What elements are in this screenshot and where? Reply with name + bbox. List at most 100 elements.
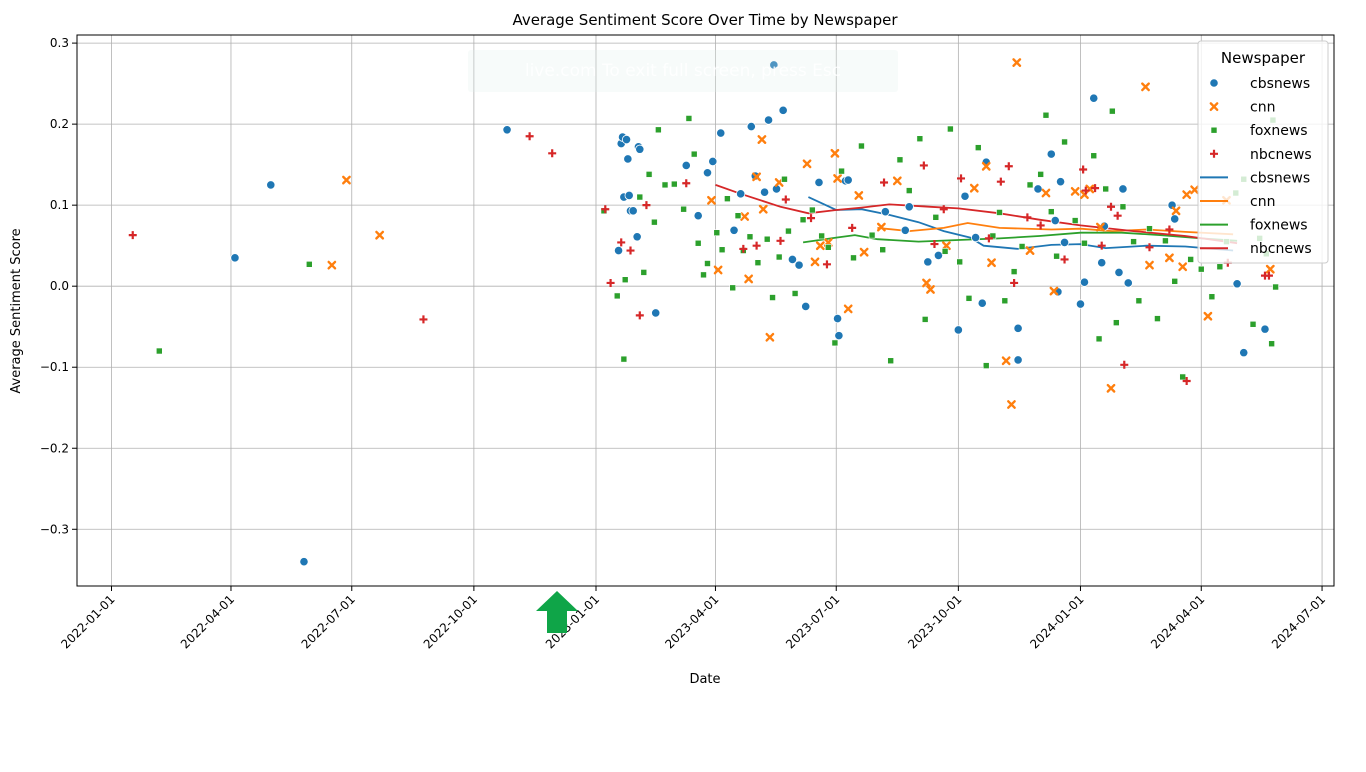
data-point-foxnews bbox=[1187, 256, 1194, 263]
data-point-cnn bbox=[1070, 186, 1080, 196]
legend-marker-nbcnews bbox=[1210, 149, 1218, 158]
data-point-cbsnews bbox=[628, 206, 638, 216]
data-point-cnn bbox=[327, 260, 337, 270]
data-point-cbsnews bbox=[759, 187, 770, 197]
data-point-cbsnews bbox=[1097, 258, 1107, 268]
data-point-nbcnews bbox=[601, 205, 610, 214]
data-point-cnn bbox=[342, 175, 351, 185]
data-point-nbcnews bbox=[1091, 184, 1100, 193]
data-point-cnn bbox=[1145, 260, 1154, 270]
data-point-nbcnews bbox=[781, 195, 790, 204]
data-point-cbsnews bbox=[1075, 299, 1086, 309]
data-point-cnn bbox=[981, 161, 991, 171]
data-point-nbcnews bbox=[739, 244, 748, 253]
data-point-foxnews bbox=[636, 193, 644, 201]
data-point-foxnews bbox=[831, 339, 839, 347]
data-point-cnn bbox=[765, 332, 775, 342]
data-point-nbcnews bbox=[807, 214, 816, 223]
data-point-foxnews bbox=[1154, 315, 1161, 322]
data-point-cnn bbox=[876, 222, 886, 232]
scatter-series-cbsnews bbox=[230, 60, 1270, 567]
data-point-nbcnews bbox=[642, 201, 651, 210]
y-tick-label: −0.3 bbox=[40, 522, 69, 536]
data-point-foxnews bbox=[1272, 283, 1279, 291]
data-point-foxnews bbox=[645, 171, 653, 178]
data-point-foxnews bbox=[1113, 319, 1120, 326]
data-point-nbcnews bbox=[617, 238, 626, 247]
data-point-foxnews bbox=[700, 271, 707, 279]
data-point-cbsnews bbox=[1013, 323, 1023, 333]
data-point-cnn bbox=[1190, 185, 1200, 195]
data-point-cnn bbox=[969, 183, 979, 193]
data-point-foxnews bbox=[1197, 265, 1205, 273]
data-point-nbcnews bbox=[880, 178, 889, 187]
data-point-nbcnews bbox=[939, 205, 948, 214]
data-point-foxnews bbox=[916, 135, 924, 143]
data-point-cbsnews bbox=[299, 557, 309, 567]
trend-line-cnn bbox=[877, 222, 1234, 236]
data-point-cbsnews bbox=[904, 202, 914, 212]
data-point-foxnews bbox=[775, 253, 783, 261]
data-point-cbsnews bbox=[681, 160, 691, 171]
data-point-nbcnews bbox=[1182, 376, 1191, 385]
data-point-cnn bbox=[1203, 311, 1213, 321]
data-point-cbsnews bbox=[635, 144, 645, 154]
data-point-nbcnews bbox=[419, 315, 428, 324]
data-point-foxnews bbox=[769, 294, 776, 301]
trend-line-foxnews bbox=[802, 231, 1238, 244]
data-point-cbsnews bbox=[769, 60, 779, 70]
data-point-foxnews bbox=[932, 214, 940, 221]
fullscreen-exit-toast: live.com To exit full screen, press Esc bbox=[468, 50, 898, 92]
data-point-cbsnews bbox=[960, 191, 970, 201]
data-point-cnn bbox=[926, 285, 935, 294]
data-point-cbsnews bbox=[1013, 355, 1023, 365]
data-point-foxnews bbox=[947, 125, 954, 133]
data-point-cbsnews bbox=[1055, 177, 1066, 187]
data-point-foxnews bbox=[763, 235, 771, 243]
data-point-cbsnews bbox=[621, 134, 632, 145]
data-point-nbcnews bbox=[930, 240, 939, 249]
data-point-foxnews bbox=[824, 243, 832, 251]
data-point-foxnews bbox=[600, 207, 608, 215]
data-point-cnn bbox=[744, 274, 754, 284]
data-point-foxnews bbox=[1095, 335, 1103, 343]
data-point-cbsnews bbox=[900, 225, 910, 235]
y-axis-label: Average Sentiment Score bbox=[9, 228, 24, 393]
data-point-cbsnews bbox=[613, 245, 624, 256]
y-tick-label: 0.3 bbox=[50, 36, 69, 50]
data-point-cnn bbox=[1001, 356, 1011, 366]
data-point-nbcnews bbox=[822, 260, 831, 269]
data-point-foxnews bbox=[754, 259, 762, 266]
data-point-cbsnews bbox=[624, 190, 634, 201]
data-point-foxnews bbox=[905, 187, 913, 194]
data-point-foxnews bbox=[1130, 238, 1137, 245]
data-point-foxnews bbox=[1018, 243, 1026, 250]
data-point-cnn bbox=[1141, 82, 1150, 92]
data-point-foxnews bbox=[661, 181, 669, 189]
chart-title: Average Sentiment Score Over Time by New… bbox=[512, 11, 898, 29]
data-point-foxnews bbox=[982, 362, 990, 369]
legend: Newspaper cbsnews cnn foxnews nbcnews cbsnews… bbox=[1197, 40, 1329, 264]
data-point-foxnews bbox=[704, 260, 711, 267]
data-point-cbsnews bbox=[971, 232, 981, 243]
y-tick-label: 0.2 bbox=[50, 117, 69, 131]
data-point-cbsnews bbox=[1170, 214, 1180, 224]
data-point-foxnews bbox=[305, 261, 313, 268]
data-point-nbcnews bbox=[776, 236, 785, 245]
data-point-nbcnews bbox=[1145, 243, 1154, 252]
data-point-foxnews bbox=[809, 206, 816, 214]
data-point-cnn bbox=[942, 241, 951, 251]
y-tick-label: −0.2 bbox=[40, 441, 69, 455]
legend-box bbox=[1197, 40, 1329, 264]
data-point-foxnews bbox=[1109, 107, 1116, 115]
data-point-cbsnews bbox=[632, 232, 642, 242]
data-point-foxnews bbox=[785, 227, 792, 235]
data-point-cbsnews bbox=[977, 298, 987, 308]
data-point-cbsnews bbox=[716, 128, 726, 138]
data-point-foxnews bbox=[724, 195, 731, 202]
legend-label-cnn: cnn bbox=[1250, 100, 1275, 116]
data-point-cbsnews bbox=[834, 331, 844, 341]
fullscreen-up-arrow-icon[interactable] bbox=[535, 590, 579, 634]
data-point-nbcnews bbox=[1081, 186, 1090, 195]
